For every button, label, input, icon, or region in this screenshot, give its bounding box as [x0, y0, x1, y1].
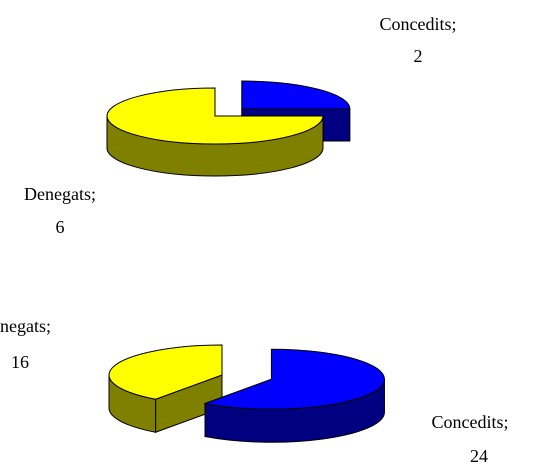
pie-slice-denegats [108, 344, 223, 433]
pie-chart-bottom [108, 344, 385, 443]
pie-slice-denegats [106, 87, 324, 177]
pie-slice-top [106, 87, 324, 145]
label-concedits-value-bottom: 24 [470, 446, 488, 466]
pie-slice-top [108, 344, 223, 400]
label-concedits-name-top: Concedits; [380, 14, 457, 34]
label-concedits-value-top: 2 [414, 46, 423, 66]
pie-slice-top [203, 348, 385, 410]
label-denegats-name-bottom: negats; [0, 316, 51, 336]
pie-chart-top [106, 80, 351, 177]
label-denegats-value-bottom: 16 [11, 352, 29, 372]
pie-slice-top [241, 80, 351, 110]
label-denegats-value-top: 6 [56, 217, 65, 237]
label-denegats-name-top: Denegats; [24, 184, 96, 204]
label-concedits-name-bottom: Concedits; [432, 412, 509, 432]
pie-slice-concedits [203, 348, 385, 443]
